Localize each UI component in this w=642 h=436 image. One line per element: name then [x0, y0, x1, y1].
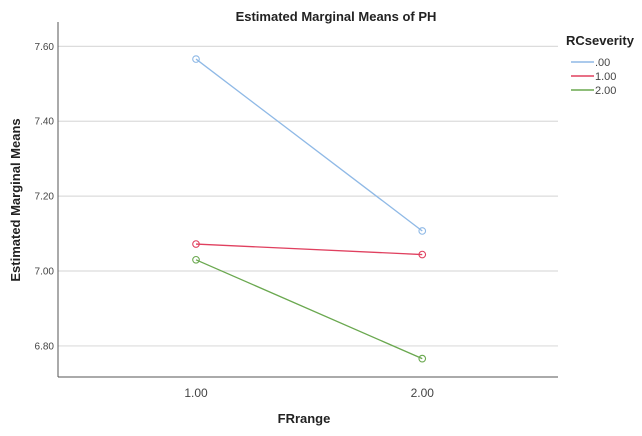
- series-line: [195, 259, 423, 360]
- series-2.00: [192, 255, 427, 363]
- chart-title: Estimated Marginal Means of PH: [236, 9, 437, 24]
- legend-item-label: .00: [595, 57, 610, 69]
- x-tick-labels: 1.00 2.00: [184, 386, 434, 400]
- y-tick-label: 7.60: [35, 42, 55, 53]
- legend-item-label: 1.00: [595, 71, 616, 83]
- data-point: [192, 255, 200, 264]
- data-point: [418, 250, 427, 259]
- y-tick-label: 6.80: [35, 341, 55, 352]
- x-tick-label: 1.00: [184, 386, 208, 400]
- y-axis-label: Estimated Marginal Means: [8, 118, 23, 281]
- data-point: [418, 354, 427, 363]
- y-tick-label: 7.40: [35, 117, 55, 128]
- series-line: [195, 58, 423, 232]
- y-tick-labels: 6.80 7.00 7.20 7.40 7.60: [35, 42, 55, 353]
- data-point: [192, 55, 200, 63]
- y-tick-label: 7.00: [35, 267, 55, 278]
- legend-item-label: 2.00: [595, 85, 616, 97]
- series-.00: [192, 55, 427, 235]
- x-axis-label: FRrange: [278, 411, 331, 426]
- x-tick-label: 2.00: [411, 386, 435, 400]
- series-line: [195, 243, 423, 256]
- gridlines: [58, 45, 558, 347]
- y-tick-label: 7.20: [35, 192, 55, 203]
- legend: RCseverity .00 1.00 2.00: [566, 33, 635, 97]
- data-point: [418, 227, 427, 235]
- series-1.00: [192, 240, 427, 259]
- series-group: [192, 55, 427, 363]
- data-point: [192, 240, 200, 248]
- legend-title: RCseverity: [566, 33, 635, 48]
